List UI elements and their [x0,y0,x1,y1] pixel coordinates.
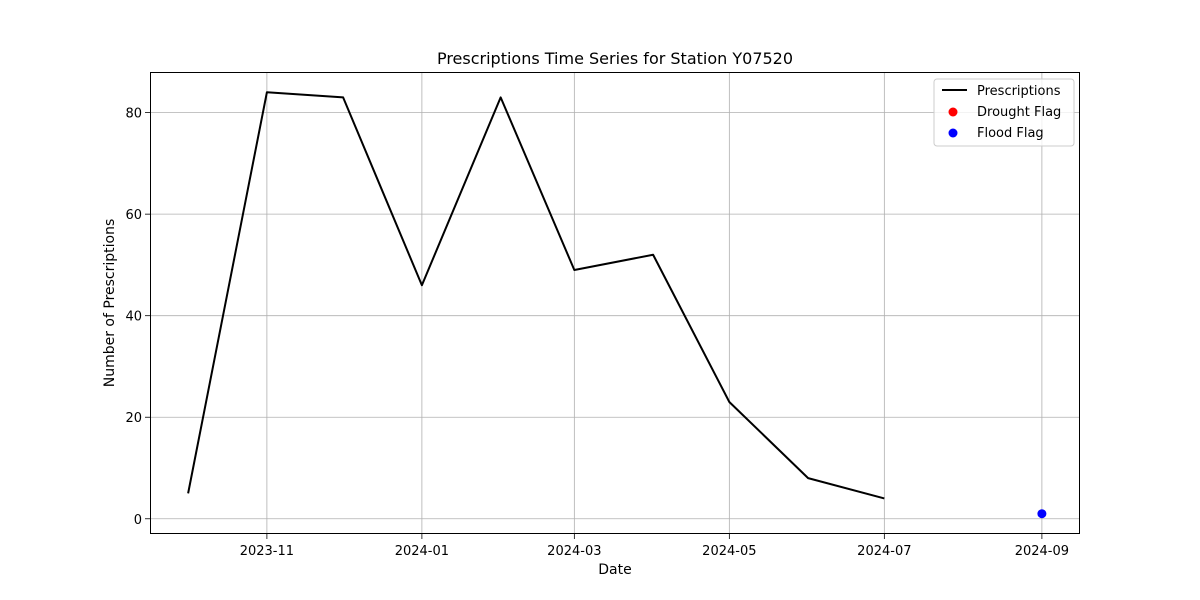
legend-label: Flood Flag [977,126,1044,141]
legend-label: Drought Flag [977,105,1061,120]
y-tick-label: 80 [125,107,142,122]
x-axis-title: Date [598,562,631,578]
x-tick-label: 2023-11 [240,544,294,559]
y-axis: 0 20 40 60 80 [125,107,150,528]
x-tick-label: 2024-01 [395,544,449,559]
legend-marker-swatch [948,107,958,117]
y-axis-title: Number of Prescriptions [102,219,118,388]
legend-label: Prescriptions [977,84,1061,99]
plot-content [187,91,1047,519]
prescriptions-line [187,91,885,500]
y-tick-label: 20 [125,411,142,426]
y-tick-label: 60 [125,208,142,223]
y-tick-label: 40 [125,310,142,325]
legend-marker-swatch [948,128,958,138]
x-axis: 2023-11 2024-01 2024-03 2024-05 2024-07 2024-… [240,534,1069,559]
x-tick-label: 2024-03 [547,544,601,559]
y-tick-label: 0 [134,513,142,528]
chart-title: Prescriptions Time Series for Station Y0… [437,49,793,68]
plot-frame [150,72,1080,534]
x-tick-label: 2024-05 [702,544,756,559]
x-tick-label: 2024-07 [857,544,911,559]
legend-box [933,78,1075,147]
grid [150,72,1080,534]
x-tick-label: 2024-09 [1015,544,1069,559]
legend: Prescriptions Drought Flag Flood Flag [933,78,1075,147]
flood-flag-point [1037,509,1047,519]
